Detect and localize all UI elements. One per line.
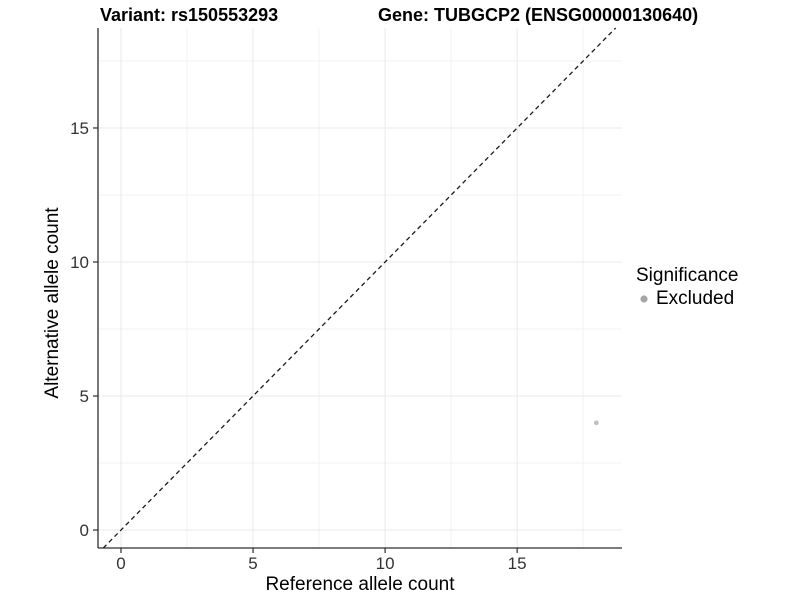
x-axis-label: Reference allele count bbox=[265, 574, 455, 595]
plot-title-variant: Variant: rs150553293 bbox=[100, 5, 279, 25]
y-tick-label: 0 bbox=[80, 521, 89, 540]
legend-item-label: Excluded bbox=[656, 288, 735, 309]
legend-title: Significance bbox=[636, 265, 739, 286]
x-tick-label: 15 bbox=[508, 554, 527, 573]
legend: Significance Excluded bbox=[636, 264, 738, 310]
x-tick-label: 0 bbox=[116, 554, 125, 573]
x-tick-label: 5 bbox=[248, 554, 257, 573]
data-point bbox=[593, 420, 599, 426]
y-tick-label: 15 bbox=[70, 119, 89, 138]
legend-dot bbox=[640, 294, 648, 303]
y-tick-label: 10 bbox=[70, 253, 89, 272]
plot-title-gene: Gene: TUBGCP2 (ENSG00000130640) bbox=[378, 5, 699, 25]
y-axis-label: Alternative allele count bbox=[42, 207, 63, 399]
identity-reference-line bbox=[102, 27, 617, 549]
y-tick-label: 5 bbox=[80, 387, 89, 406]
legend-key-dot-icon bbox=[640, 294, 648, 303]
x-tick-label: 10 bbox=[376, 554, 395, 573]
legend-item-excluded: Excluded bbox=[636, 287, 738, 310]
